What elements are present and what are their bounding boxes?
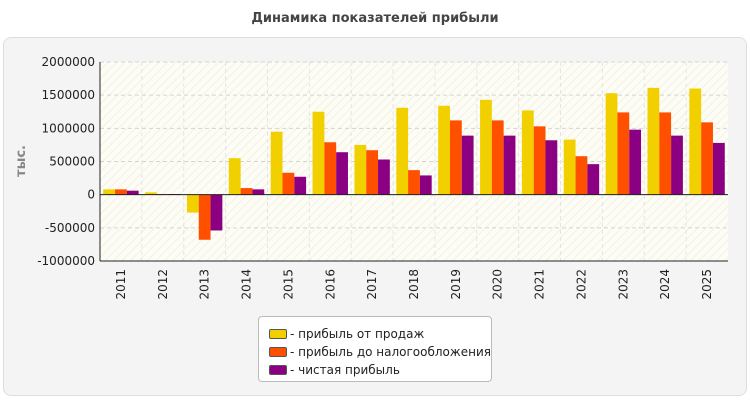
x-tick-label: 2023 xyxy=(616,269,630,300)
axes: 2000000 1500000 1000000 500000 0 -500000 -1000… xyxy=(37,55,728,300)
legend-swatch-net-profit xyxy=(269,365,287,375)
bar-2023-s0 xyxy=(605,93,618,195)
y-tick-label: -500000 xyxy=(45,221,95,235)
bar-2024-s1 xyxy=(659,112,672,195)
bar-2022-s2 xyxy=(587,164,600,195)
bar-2024-s2 xyxy=(671,135,683,195)
bar-2017-s0 xyxy=(354,144,367,195)
bar-2017-s1 xyxy=(366,150,379,195)
legend-item-pretax-profit: - прибыль до налогообложения xyxy=(269,343,491,361)
x-tick-label: 2021 xyxy=(533,269,547,300)
bar-2019-s1 xyxy=(449,120,462,195)
x-tick-label: 2016 xyxy=(323,269,337,300)
bar-2017-s2 xyxy=(378,159,390,195)
legend-label-sales-profit: - прибыль от продаж xyxy=(290,327,425,341)
bar-2019-s0 xyxy=(438,105,450,195)
bar-2018-s1 xyxy=(408,170,420,195)
x-tick-label: 2022 xyxy=(574,269,588,300)
x-tick-label: 2012 xyxy=(156,269,170,300)
legend-item-net-profit: - чистая прибыль xyxy=(269,361,491,379)
bar-2023-s2 xyxy=(629,129,642,195)
bar-2018-s0 xyxy=(396,107,409,195)
x-tick-label: 2019 xyxy=(449,269,463,300)
bar-2014-s0 xyxy=(228,158,241,195)
x-tick-label: 2011 xyxy=(114,269,128,300)
bar-2025-s1 xyxy=(701,122,713,195)
bar-2016-s1 xyxy=(324,142,337,195)
bar-2013-s0 xyxy=(186,194,199,213)
bar-2016-s0 xyxy=(312,111,325,195)
bar-2014-s2 xyxy=(252,189,265,195)
bar-2013-s2 xyxy=(210,194,223,231)
bar-2016-s2 xyxy=(336,152,348,195)
bar-2015-s0 xyxy=(270,131,283,195)
legend-label-net-profit: - чистая прибыль xyxy=(290,363,400,377)
gridlines xyxy=(100,61,728,262)
bar-2020-s2 xyxy=(503,135,516,195)
x-tick-label: 2020 xyxy=(491,269,505,300)
y-tick-label: 2000000 xyxy=(42,55,95,69)
bar-2011-s1 xyxy=(115,189,127,195)
legend-label-pretax-profit: - прибыль до налогообложения xyxy=(290,345,491,359)
y-tick-label: 1500000 xyxy=(42,88,95,102)
legend-item-sales-profit: - прибыль от продаж xyxy=(269,325,491,343)
bar-2018-s2 xyxy=(419,175,432,195)
bar-2024-s0 xyxy=(647,87,660,195)
x-tick-label: 2017 xyxy=(365,269,379,300)
bar-2015-s1 xyxy=(282,172,295,195)
y-tick-label: -1000000 xyxy=(37,254,95,268)
bar-2013-s1 xyxy=(198,194,211,240)
bar-2015-s2 xyxy=(294,176,307,195)
x-tick-label: 2015 xyxy=(281,269,295,300)
bar-2022-s0 xyxy=(563,139,576,195)
bar-2021-s0 xyxy=(521,110,534,195)
y-tick-label: 1000000 xyxy=(42,121,95,135)
legend-swatch-pretax-profit xyxy=(269,347,287,357)
bar-2020-s0 xyxy=(480,99,492,195)
bar-2019-s2 xyxy=(461,135,474,195)
bar-2011-s2 xyxy=(126,190,139,195)
bar-2014-s1 xyxy=(240,188,253,195)
y-tick-label: 0 xyxy=(87,188,95,202)
chart-title: Динамика показателей прибыли xyxy=(251,11,499,26)
bar-2021-s1 xyxy=(533,126,546,195)
bar-2012-s0 xyxy=(145,192,157,195)
legend-swatch-sales-profit xyxy=(269,329,287,339)
y-tick-label: 500000 xyxy=(49,155,95,169)
bar-2020-s1 xyxy=(491,120,504,195)
x-tick-label: 2013 xyxy=(198,269,212,300)
bar-2025-s2 xyxy=(712,142,725,195)
x-tick-label: 2018 xyxy=(407,269,421,300)
bar-2022-s1 xyxy=(575,156,588,195)
y-axis-label: тыс. xyxy=(14,145,29,177)
bars xyxy=(103,87,725,240)
bar-2023-s1 xyxy=(617,112,630,195)
bar-2011-s0 xyxy=(103,189,116,195)
legend: - прибыль от продаж - прибыль до налогоо… xyxy=(258,316,492,382)
bar-2025-s0 xyxy=(689,88,702,195)
x-tick-label: 2025 xyxy=(700,269,714,300)
x-tick-label: 2014 xyxy=(240,269,254,300)
x-tick-label: 2024 xyxy=(658,269,672,300)
bar-2021-s2 xyxy=(545,140,558,195)
